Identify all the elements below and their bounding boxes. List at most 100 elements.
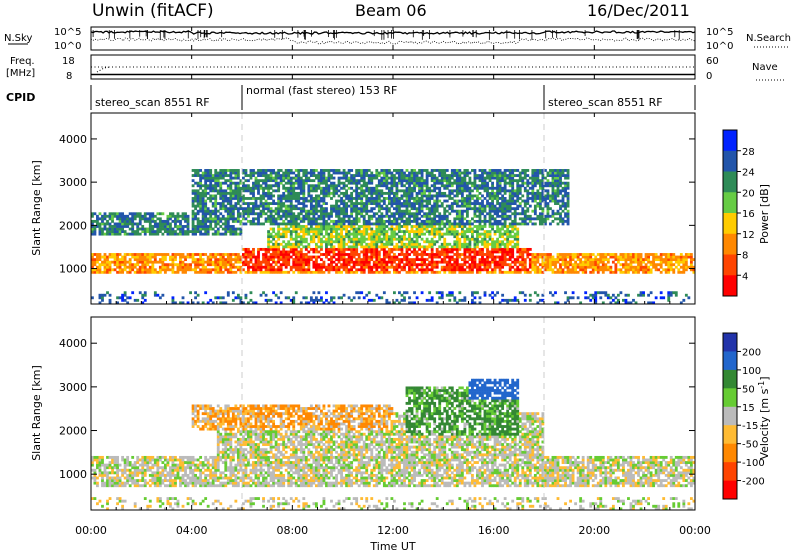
heatmap-cell: [322, 265, 326, 269]
heatmap-cell: [123, 253, 127, 256]
heatmap-cell: [375, 169, 379, 172]
heatmap-cell: [433, 265, 437, 269]
heatmap-cell: [229, 207, 233, 211]
heatmap-cell: [526, 247, 530, 251]
heatmap-cell: [181, 270, 185, 274]
heatmap-cell: [307, 301, 311, 304]
heatmap-cell: [146, 270, 150, 274]
heatmap-cell: [491, 174, 494, 177]
heatmap-cell: [272, 199, 276, 203]
heatmap-cell: [236, 212, 240, 216]
heatmap-cell: [284, 214, 288, 218]
heatmap-cell: [403, 212, 406, 216]
heatmap-cell: [327, 227, 331, 231]
heatmap-cell: [297, 169, 301, 172]
heatmap-cell: [486, 230, 489, 233]
heatmap-cell: [465, 250, 469, 254]
heatmap-cell: [302, 179, 306, 183]
heatmap-cell: [219, 217, 223, 221]
heatmap-cell: [176, 263, 180, 267]
heatmap-cell: [186, 217, 190, 221]
heatmap-cell: [289, 255, 293, 259]
heatmap-cell: [325, 232, 328, 236]
heatmap-cell: [471, 268, 474, 272]
heatmap-cell: [473, 301, 477, 304]
heatmap-cell: [398, 202, 401, 205]
heatmap-cell: [370, 268, 374, 272]
heatmap-cell: [231, 232, 235, 236]
heatmap-cell: [382, 179, 386, 183]
heatmap-cell: [272, 202, 276, 205]
heatmap-cell: [214, 176, 218, 180]
heatmap-cell: [387, 240, 391, 244]
heatmap-cell: [267, 247, 270, 251]
heatmap-cell: [498, 240, 502, 244]
heatmap-cell: [498, 270, 502, 274]
heatmap-cell: [541, 171, 545, 175]
heatmap-cell: [471, 260, 474, 264]
heatmap-cell: [297, 186, 301, 190]
heatmap-cell: [455, 247, 459, 251]
heatmap-cell: [345, 268, 348, 272]
heatmap-cell: [508, 270, 512, 274]
heatmap-cell: [231, 227, 235, 231]
heatmap-cell: [269, 207, 273, 211]
heatmap-cell: [501, 209, 505, 213]
heatmap-cell: [415, 171, 419, 175]
heatmap-cell: [468, 258, 472, 262]
heatmap-cell: [526, 169, 530, 172]
heatmap-cell: [186, 230, 190, 233]
heatmap-cell: [491, 169, 494, 172]
heatmap-cell: [236, 174, 240, 177]
heatmap-cell: [199, 169, 203, 172]
heatmap-cell: [272, 270, 276, 274]
heatmap-cell: [415, 174, 419, 177]
heatmap-cell: [176, 212, 180, 216]
heatmap-cell: [234, 296, 238, 300]
heatmap-cell: [113, 260, 117, 264]
heatmap-cell: [259, 184, 263, 188]
heatmap-cell: [335, 169, 338, 172]
heatmap-cell: [337, 207, 341, 211]
heatmap-cell: [483, 219, 487, 223]
heatmap-cell: [491, 171, 494, 175]
heatmap-cell: [279, 250, 283, 254]
heatmap-cell: [362, 250, 366, 254]
heatmap-cell: [211, 179, 215, 183]
heatmap-cell: [186, 227, 190, 231]
heatmap-cell: [438, 253, 442, 256]
heatmap-cell: [511, 222, 515, 226]
heatmap-cell: [174, 270, 177, 274]
heatmap-cell: [473, 258, 477, 262]
heatmap-cell: [264, 181, 268, 185]
heatmap-cell: [214, 184, 218, 188]
heatmap-cell: [367, 247, 371, 251]
heatmap-cell: [249, 202, 253, 205]
heatmap-cell: [453, 265, 457, 269]
heatmap-cell: [350, 237, 354, 241]
heatmap-cell: [284, 171, 288, 175]
heatmap-cell: [262, 270, 265, 274]
heatmap-cell: [483, 232, 487, 236]
heatmap-cell: [488, 217, 492, 221]
heatmap-cell: [133, 217, 137, 221]
heatmap-cell: [498, 186, 502, 190]
heatmap-cell: [274, 242, 278, 246]
heatmap-cell: [403, 242, 406, 246]
heatmap-cell: [352, 219, 356, 223]
heatmap-cell: [408, 258, 411, 262]
heatmap-cell: [279, 204, 283, 208]
heatmap-cell: [226, 191, 230, 195]
heatmap-cell: [153, 258, 157, 262]
heatmap-cell: [337, 268, 341, 272]
heatmap-cell: [340, 235, 343, 239]
heatmap-cell: [189, 230, 192, 233]
heatmap-cell: [415, 197, 419, 200]
heatmap-cell: [171, 263, 175, 267]
heatmap-cell: [158, 217, 162, 221]
heatmap-cell: [201, 222, 205, 226]
heatmap-cell: [511, 247, 515, 251]
heatmap-cell: [408, 204, 411, 208]
heatmap-cell: [521, 250, 525, 254]
heatmap-cell: [486, 181, 489, 185]
